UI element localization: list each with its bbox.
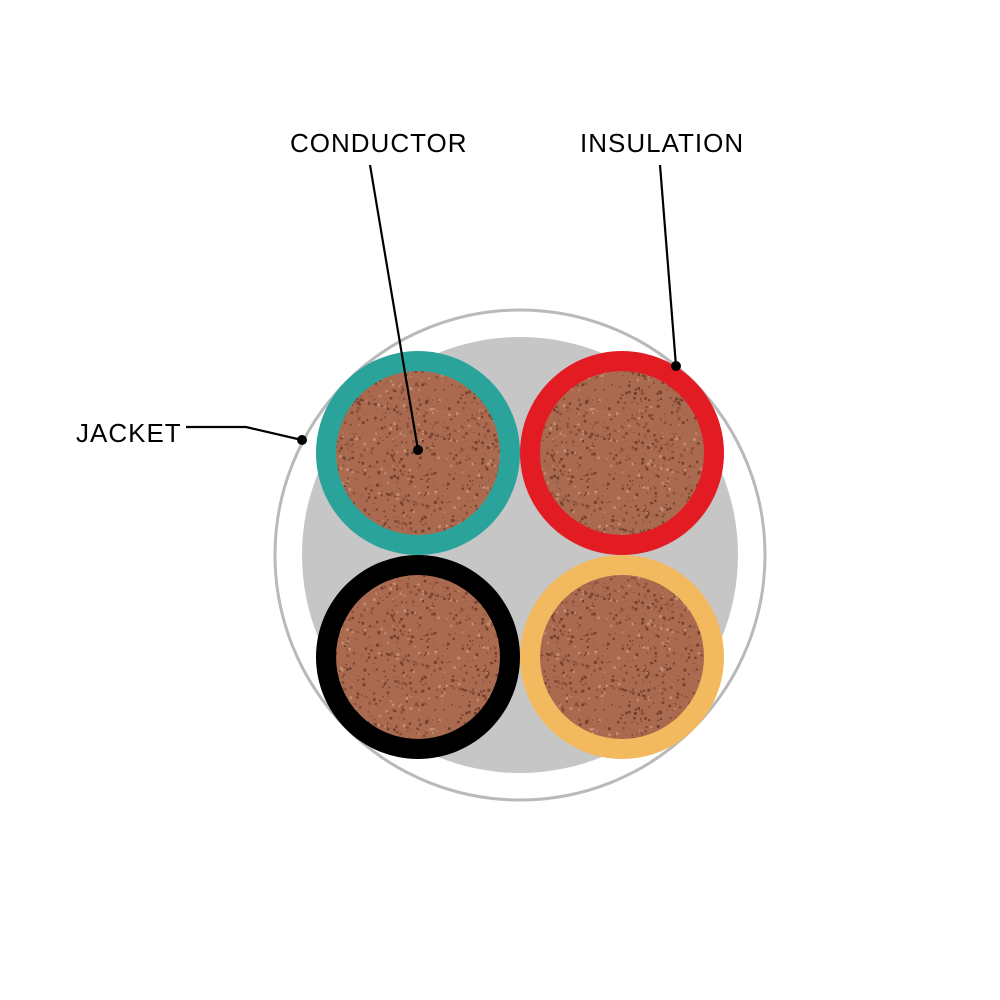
conductor-core <box>336 575 500 739</box>
label-insulation-text: INSULATION <box>580 128 744 158</box>
conductor-pointer <box>413 445 423 455</box>
core-top-right <box>520 351 724 555</box>
core-bottom-right <box>520 555 724 759</box>
core-bottom-left <box>316 555 520 759</box>
conductor-core <box>540 371 704 535</box>
jacket-leader <box>246 427 302 440</box>
label-conductor: CONDUCTOR <box>290 128 468 159</box>
jacket-pointer <box>297 435 307 445</box>
insulation-leader <box>660 165 676 366</box>
label-jacket-text: JACKET <box>76 418 182 448</box>
insulation-pointer <box>671 361 681 371</box>
conductor-core <box>540 575 704 739</box>
cable-cross-section <box>275 310 765 800</box>
label-jacket: JACKET <box>76 418 182 449</box>
label-insulation: INSULATION <box>580 128 744 159</box>
label-conductor-text: CONDUCTOR <box>290 128 468 158</box>
